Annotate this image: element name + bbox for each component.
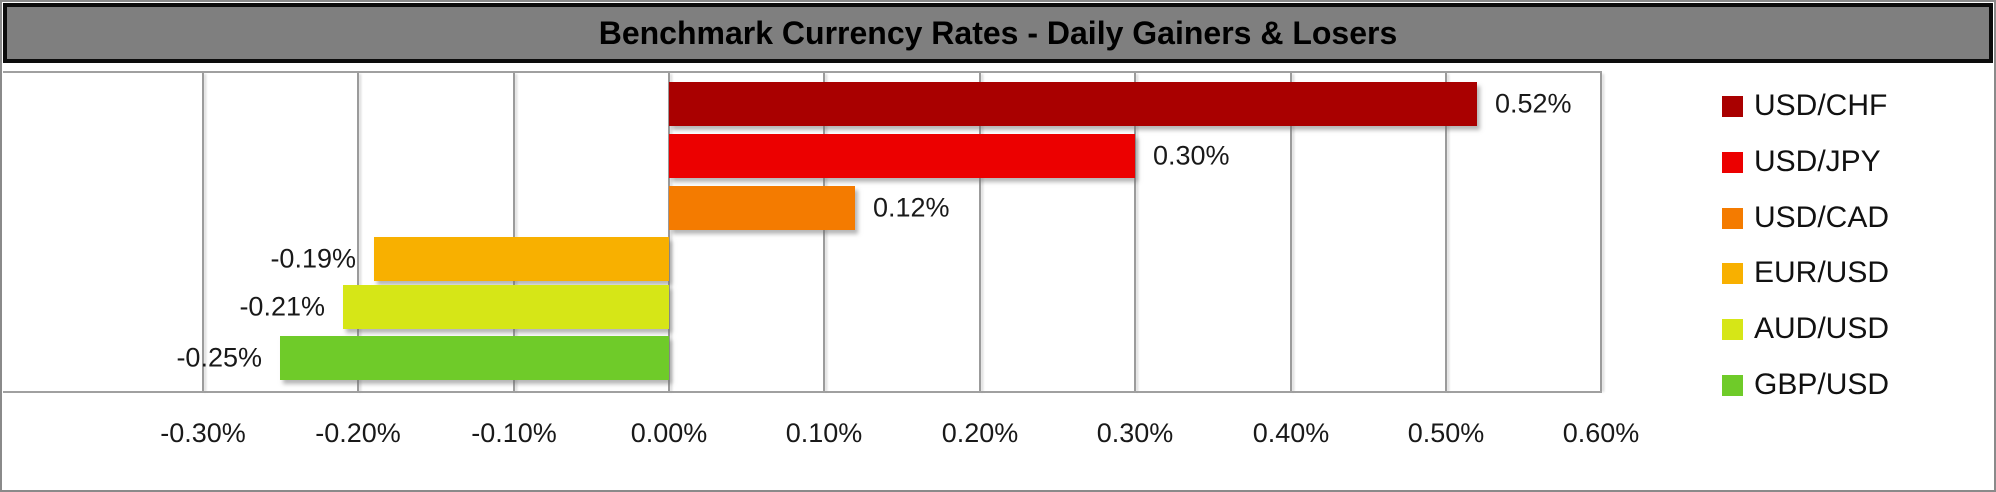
- gridline: [979, 73, 981, 391]
- gridline: [1134, 73, 1136, 391]
- legend-item-usd-cad: USD/CAD: [1722, 201, 1889, 235]
- x-tick-label: 0.40%: [1252, 418, 1330, 448]
- x-tick-label: 0.50%: [1407, 418, 1485, 448]
- x-tick-label: 0.20%: [941, 418, 1019, 448]
- gridline: [668, 73, 670, 391]
- x-tick-label: 0.00%: [630, 418, 708, 448]
- gridline: [1290, 73, 1292, 391]
- x-tick-label: 0.10%: [785, 418, 863, 448]
- legend-label: USD/CHF: [1754, 89, 1888, 122]
- legend-label: USD/CAD: [1754, 201, 1890, 234]
- value-label-eur-usd: -0.19%: [270, 243, 356, 274]
- bar-gbp-usd: [280, 336, 669, 380]
- legend-item-eur-usd: EUR/USD: [1722, 256, 1889, 290]
- legend-label: EUR/USD: [1754, 256, 1890, 289]
- x-tick-label: -0.20%: [315, 418, 401, 448]
- legend-item-usd-chf: USD/CHF: [1722, 89, 1887, 123]
- value-label-usd-chf: 0.52%: [1495, 88, 1572, 119]
- legend-label: USD/JPY: [1754, 145, 1881, 178]
- legend-item-aud-usd: AUD/USD: [1722, 312, 1889, 346]
- bar-usd-jpy: [669, 134, 1135, 178]
- legend-swatch-icon: [1722, 318, 1743, 340]
- legend-label: GBP/USD: [1754, 368, 1890, 401]
- gridline: [1445, 73, 1447, 391]
- x-tick-label: -0.10%: [471, 418, 557, 448]
- bar-eur-usd: [374, 237, 669, 281]
- chart-title-bar: Benchmark Currency Rates - Daily Gainers…: [3, 3, 1993, 63]
- gridline: [823, 73, 825, 391]
- bar-usd-cad: [669, 186, 855, 230]
- legend-swatch-icon: [1722, 374, 1743, 396]
- legend-swatch-icon: [1722, 151, 1743, 173]
- bar-aud-usd: [343, 285, 669, 329]
- legend-swatch-icon: [1722, 207, 1743, 229]
- legend-swatch-icon: [1722, 262, 1743, 284]
- value-label-usd-cad: 0.12%: [873, 192, 950, 223]
- bar-usd-chf: [669, 82, 1477, 126]
- gridline: [1600, 73, 1602, 391]
- gridline: [202, 73, 204, 391]
- legend-item-gbp-usd: GBP/USD: [1722, 368, 1889, 402]
- x-tick-label: -0.30%: [160, 418, 246, 448]
- gridline: [357, 73, 359, 391]
- value-label-gbp-usd: -0.25%: [176, 342, 262, 373]
- x-tick-label: 0.60%: [1562, 418, 1640, 448]
- gridline: [513, 73, 515, 391]
- x-tick-label: 0.30%: [1096, 418, 1174, 448]
- value-label-aud-usd: -0.21%: [239, 291, 325, 322]
- legend-label: AUD/USD: [1754, 312, 1890, 345]
- chart-title: Benchmark Currency Rates - Daily Gainers…: [598, 14, 1398, 51]
- value-label-usd-jpy: 0.30%: [1153, 140, 1230, 171]
- plot-area: 0.52% 0.30% 0.12% -0.19% -0.21% -0.25%: [3, 71, 1602, 393]
- legend-item-usd-jpy: USD/JPY: [1722, 145, 1881, 179]
- legend-swatch-icon: [1722, 95, 1743, 117]
